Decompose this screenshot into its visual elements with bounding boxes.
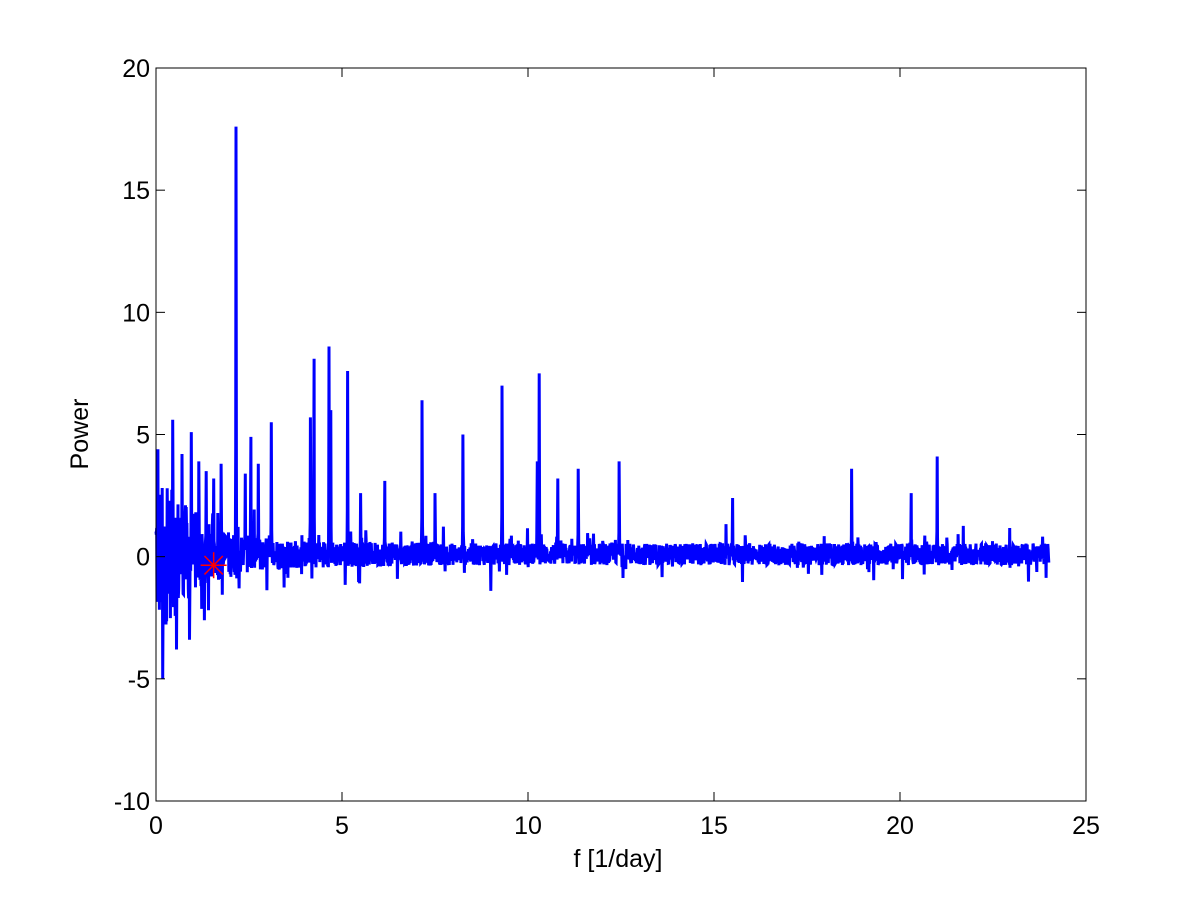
y-tick-label: 15 [122, 177, 150, 205]
y-tick-label: -10 [114, 788, 150, 816]
x-tick-label: 5 [335, 812, 349, 840]
power-spectrum-line [154, 126, 1051, 679]
x-tick-label: 10 [514, 812, 542, 840]
asterisk-marker [200, 552, 227, 579]
y-tick-label: 0 [136, 544, 150, 572]
plot-frame [155, 67, 1087, 802]
x-tick-label: 15 [700, 812, 728, 840]
x-tick-label: 25 [1072, 812, 1100, 840]
x-tick-label: 0 [149, 812, 163, 840]
y-tick-label: 20 [122, 55, 150, 83]
series-layer [154, 126, 1051, 679]
x-axis-label: f [1/day] [574, 845, 663, 873]
y-axis-label: Power [66, 399, 94, 470]
x-tick-label: 20 [886, 812, 914, 840]
axes-layer: 0 5 10 15 20 25 -10 -5 0 5 10 15 20 [114, 55, 1100, 840]
y-tick-label: 5 [136, 422, 150, 450]
y-tick-label: -5 [128, 666, 150, 694]
y-tick-label: 10 [122, 299, 150, 327]
